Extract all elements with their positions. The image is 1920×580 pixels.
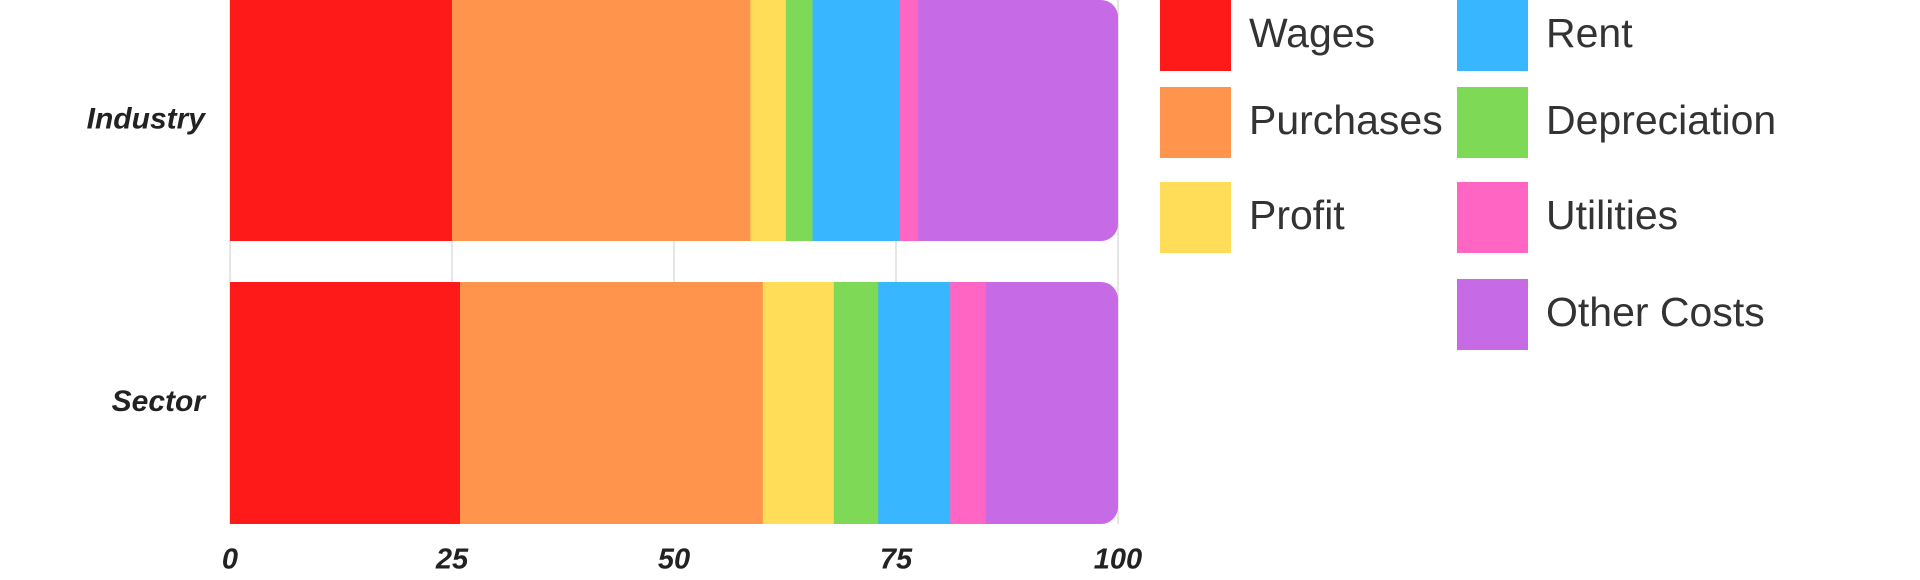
legend-swatch	[1160, 0, 1231, 71]
bar-segment	[230, 0, 453, 241]
x-tick-label: 25	[435, 544, 469, 576]
bar-segment	[452, 0, 751, 241]
legend-swatch	[1160, 182, 1231, 253]
x-tick-label: 0	[222, 544, 238, 576]
legend-swatch	[1160, 87, 1231, 158]
bar-segment	[985, 282, 1118, 524]
bar-segment	[812, 0, 901, 241]
legend-label: Profit	[1249, 192, 1345, 238]
y-tick-label: Sector	[112, 385, 208, 418]
bar-segment	[918, 0, 1118, 241]
x-tick-label: 75	[880, 544, 913, 576]
legend-label: Other Costs	[1546, 289, 1765, 335]
legend-label: Utilities	[1546, 192, 1678, 238]
bar-segment	[833, 282, 879, 524]
legend-swatch	[1457, 182, 1528, 253]
bar-segment	[785, 0, 814, 241]
legend-swatch	[1457, 279, 1528, 350]
legend-label: Rent	[1546, 10, 1633, 56]
bar-segment	[762, 282, 835, 524]
legend-label: Depreciation	[1546, 97, 1776, 143]
legend-swatch	[1457, 87, 1528, 158]
legend-label: Purchases	[1249, 97, 1443, 143]
legend-label: Wages	[1249, 10, 1375, 56]
bar-segment	[950, 282, 987, 524]
bar-segment	[459, 282, 764, 524]
bar-segment	[899, 0, 919, 241]
bar-segment	[750, 0, 787, 241]
bar-segment	[230, 282, 461, 524]
legend-swatch	[1457, 0, 1528, 71]
x-tick-label: 50	[658, 544, 690, 576]
bar-segment	[878, 282, 951, 524]
bar-group	[230, 282, 1118, 524]
bar-group	[230, 0, 1118, 241]
y-tick-label: Industry	[87, 102, 207, 135]
x-tick-label: 100	[1094, 544, 1142, 576]
